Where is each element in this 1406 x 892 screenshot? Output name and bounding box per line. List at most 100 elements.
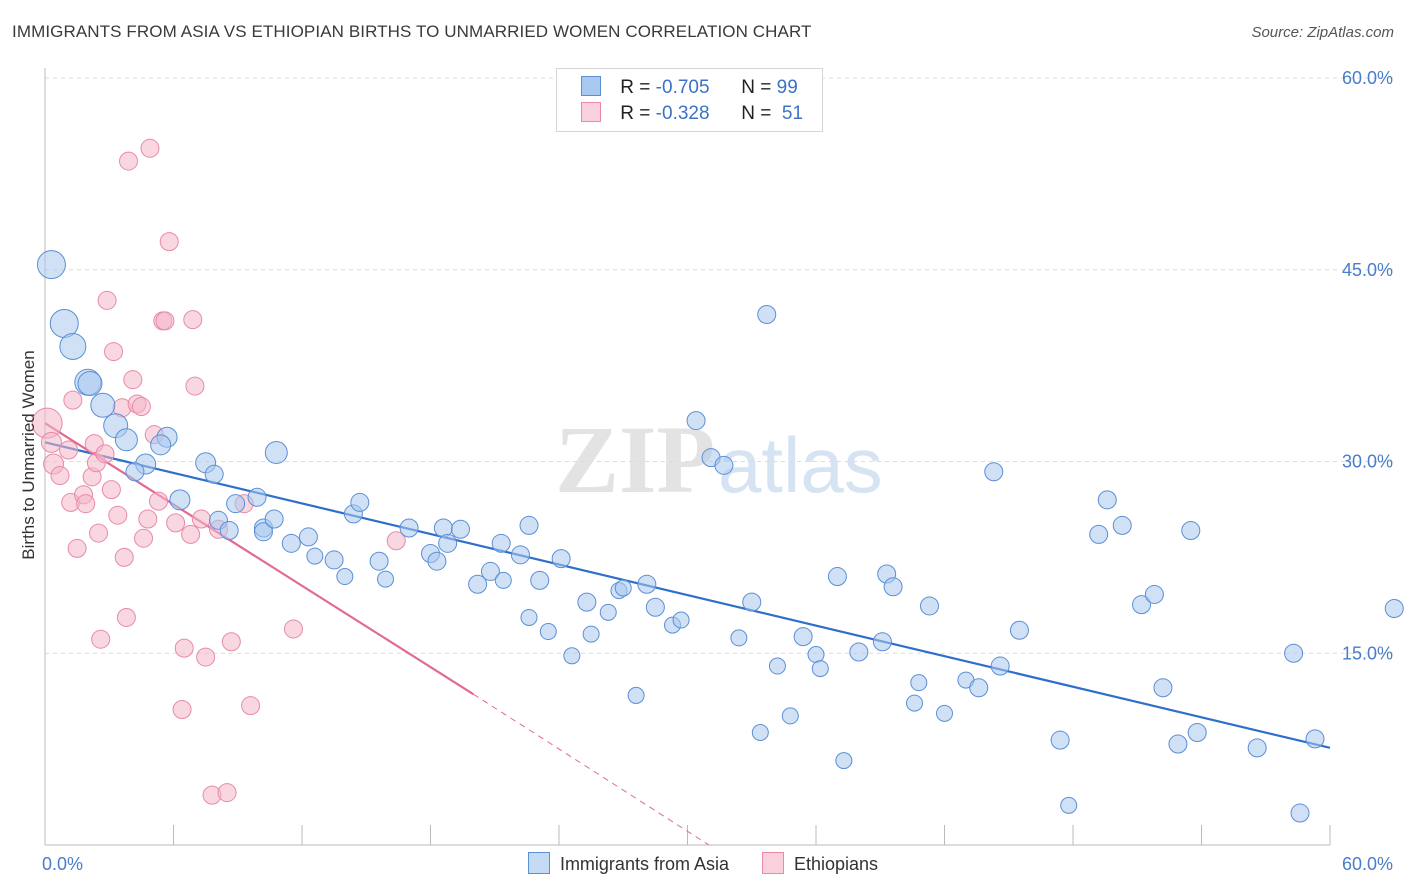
x-tick-label-1: 60.0%	[1342, 854, 1393, 874]
asia-point	[827, 567, 847, 587]
asia-r-value: -0.705	[655, 77, 710, 98]
asia-point	[883, 577, 903, 597]
source-credit: Source: ZipAtlas.com	[1251, 24, 1394, 41]
ethiopians-point	[91, 629, 111, 649]
stats-legend: R = -0.705 N = 99 R = -0.328 N = 51	[556, 68, 823, 132]
asia-point	[582, 625, 600, 643]
asia-point	[520, 608, 538, 626]
ethiopians-point	[134, 528, 154, 548]
ethiopians-point	[174, 638, 194, 658]
asia-point	[920, 596, 940, 616]
asia-point	[1181, 521, 1201, 541]
stats-legend-row-ethiopians: R = -0.328 N = 51	[581, 102, 803, 126]
n-label: N =	[741, 103, 772, 124]
y-axis-label: Births to Unmarried Women	[19, 350, 38, 559]
grid-lines	[45, 77, 1395, 654]
asia-point	[306, 547, 324, 565]
asia-point	[1132, 595, 1152, 615]
asia-point	[849, 642, 869, 662]
asia-point	[551, 549, 571, 569]
asia-point	[59, 332, 87, 360]
asia-point	[807, 646, 825, 664]
asia-point	[757, 304, 777, 324]
chart-title: IMMIGRANTS FROM ASIA VS ETHIOPIAN BIRTHS…	[12, 22, 812, 41]
asia-point	[1305, 729, 1325, 749]
ethiopians-point	[140, 138, 160, 158]
asia-point	[910, 674, 928, 692]
asia-point	[510, 545, 530, 565]
asia-point	[599, 603, 617, 621]
ethiopians-point	[67, 538, 87, 558]
asia-point	[1050, 730, 1070, 750]
ethiopians-point	[76, 494, 96, 514]
ethiopians-point	[108, 505, 128, 525]
ethiopians-point	[149, 491, 169, 511]
asia-point	[204, 464, 224, 484]
ethiopians-trend-line	[44, 422, 474, 696]
axes	[44, 68, 1331, 846]
asia-point	[1089, 524, 1109, 544]
asia-point	[811, 660, 829, 678]
asia-point	[264, 509, 284, 529]
asia-point	[835, 752, 853, 770]
x-tick-label-0: 0.0%	[42, 854, 83, 874]
asia-point	[519, 515, 539, 535]
tick-labels: 15.0% 30.0% 45.0% 60.0% 0.0% 60.0%	[42, 68, 1393, 874]
ethiopians-point	[97, 290, 117, 310]
asia-point	[793, 627, 813, 647]
asia-point	[125, 462, 145, 482]
asia-point	[627, 686, 645, 704]
ethiopians-point	[181, 524, 201, 544]
asia-point	[1153, 678, 1173, 698]
asia-point	[36, 250, 66, 280]
asia-point	[450, 519, 470, 539]
ethiopians-point	[196, 647, 216, 667]
ethiopians-point	[183, 310, 203, 330]
asia-point	[1284, 643, 1304, 663]
ethiopians-point	[155, 311, 175, 331]
asia-point	[468, 574, 488, 594]
asia-point	[226, 494, 246, 514]
asia-point	[936, 704, 953, 722]
asia-point	[614, 579, 632, 597]
ethiopians-point	[50, 466, 70, 486]
ethiopians-point	[116, 607, 136, 627]
asia-point	[377, 570, 395, 588]
ethiopians-point	[40, 431, 62, 453]
asia-point	[686, 411, 706, 431]
asia-point	[1112, 515, 1132, 535]
n-label: N =	[741, 77, 772, 98]
asia-point	[399, 518, 419, 538]
asia-swatch	[581, 76, 601, 96]
asia-point	[969, 678, 989, 698]
asia-point	[781, 707, 799, 725]
asia-point	[169, 489, 191, 511]
asia-point	[1144, 584, 1164, 604]
asia-point	[427, 551, 447, 571]
asia-point	[369, 551, 389, 571]
asia-point	[645, 597, 665, 617]
asia-point	[906, 694, 924, 712]
asia-point	[672, 611, 690, 629]
asia-point	[990, 656, 1010, 676]
asia-point	[1247, 738, 1267, 758]
ethiopians-point	[191, 509, 211, 529]
asia-point	[491, 533, 511, 553]
asia-point	[281, 533, 301, 553]
asia-point	[350, 492, 370, 512]
ethiopians-point	[241, 696, 261, 716]
asia-point	[298, 527, 318, 547]
ethiopians-swatch	[581, 102, 601, 122]
asia-point	[1168, 734, 1188, 754]
ethiopians-point	[131, 397, 151, 417]
ethiopians-r-value: -0.328	[655, 103, 710, 124]
asia-point	[247, 487, 267, 507]
asia-legend-swatch	[527, 852, 550, 874]
asia-point	[1009, 620, 1029, 640]
r-label: R =	[620, 77, 651, 98]
ethiopians-point	[114, 547, 134, 567]
legend-label-ethiopians: Ethiopians	[794, 854, 879, 874]
asia-point	[324, 550, 344, 570]
y-tick-label-2: 45.0%	[1342, 260, 1393, 280]
